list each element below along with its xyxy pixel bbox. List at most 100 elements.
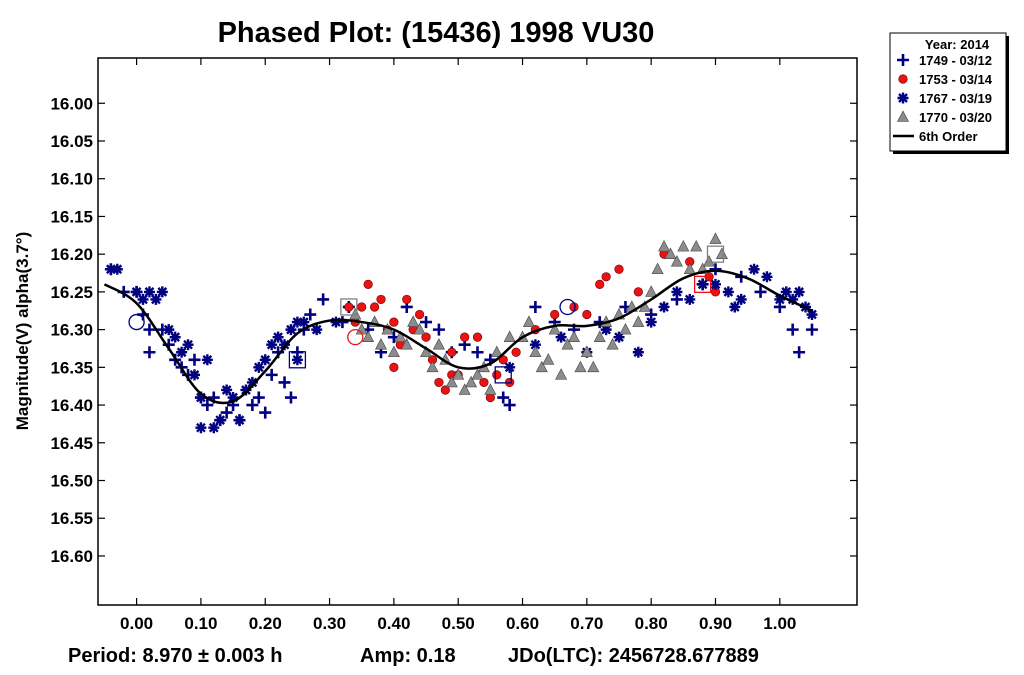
data-point-asterisk xyxy=(529,339,541,351)
data-point-plus xyxy=(143,346,156,359)
data-point-asterisk xyxy=(787,293,799,305)
data-point-asterisk xyxy=(221,384,233,396)
data-point-triangle xyxy=(690,239,703,252)
data-point-asterisk xyxy=(735,293,747,305)
fit-curve-6th-order xyxy=(103,269,813,405)
data-point-plus xyxy=(503,399,516,412)
data-point-asterisk xyxy=(105,263,117,275)
data-point-plus xyxy=(188,353,201,366)
data-point-triangle xyxy=(587,360,600,373)
data-point-triangle xyxy=(715,247,728,259)
data-point-circle xyxy=(389,317,399,327)
data-point-asterisk xyxy=(176,346,188,358)
data-point-asterisk xyxy=(632,346,644,358)
data-point-plus xyxy=(252,391,265,404)
y-tick-label: 16.50 xyxy=(50,472,93,491)
y-tick-label: 16.40 xyxy=(50,396,93,415)
legend-marker-triangle xyxy=(897,110,909,122)
data-point-triangle xyxy=(484,383,497,395)
data-point-triangle xyxy=(407,315,420,327)
data-point-asterisk xyxy=(748,263,760,275)
data-point-triangle xyxy=(465,375,478,388)
y-tick-label: 16.25 xyxy=(50,283,93,302)
data-point-circle xyxy=(511,347,521,357)
data-point-triangle xyxy=(362,330,375,342)
data-point-asterisk xyxy=(246,376,258,388)
data-point-triangle xyxy=(542,353,555,365)
data-point-asterisk xyxy=(234,414,246,426)
open-square-marker xyxy=(693,275,712,293)
data-point-triangle xyxy=(413,322,426,335)
data-point-plus xyxy=(497,391,510,404)
y-tick-label: 16.45 xyxy=(50,434,93,453)
data-point-triangle xyxy=(606,338,619,350)
data-point-asterisk xyxy=(555,331,567,343)
data-point-asterisk xyxy=(729,301,741,313)
data-point-asterisk xyxy=(330,316,342,328)
data-point-asterisk xyxy=(163,324,175,336)
data-point-plus xyxy=(471,346,484,359)
open-square-marker xyxy=(494,366,512,384)
legend-marker-circle xyxy=(898,74,908,84)
data-point-plus xyxy=(786,323,799,336)
data-point-asterisk xyxy=(169,331,181,343)
data-point-circle xyxy=(633,287,643,297)
data-point-circle xyxy=(344,302,354,312)
legend-entry-label: 1767 - 03/19 xyxy=(919,91,992,106)
legend: Year: 2014 1749 - 03/12 1753 - 03/14 1767 … xyxy=(889,32,1009,154)
x-axis: 0.00 0.10 0.20 0.30 0.40 0.50 0.60 0.70 0.80 0.90… xyxy=(120,58,796,633)
data-point-asterisk xyxy=(671,286,683,298)
data-point-triangle xyxy=(593,330,606,342)
data-point-asterisk xyxy=(645,316,657,328)
data-point-circle xyxy=(479,377,489,388)
data-point-circle xyxy=(402,294,412,305)
data-point-plus xyxy=(529,300,542,313)
data-point-triangle xyxy=(522,315,535,327)
data-point-circle xyxy=(369,302,380,312)
data-point-asterisk xyxy=(272,331,284,343)
data-point-triangle xyxy=(632,315,645,327)
data-point-plus xyxy=(259,406,272,419)
open-square-marker xyxy=(288,351,307,369)
legend-title: Year: 2014 xyxy=(925,37,990,52)
data-point-asterisk xyxy=(240,384,252,396)
data-point-asterisk xyxy=(208,422,220,434)
data-point-triangle xyxy=(567,330,580,342)
data-point-triangle xyxy=(445,375,458,388)
y-tick-label: 16.05 xyxy=(50,132,93,151)
x-tick-label: 0.70 xyxy=(570,614,603,633)
data-point-circle xyxy=(582,309,592,320)
data-point-circle xyxy=(550,309,560,320)
x-tick-label: 0.30 xyxy=(313,614,346,633)
data-point-triangle xyxy=(555,368,568,380)
data-point-circle xyxy=(460,332,470,342)
plot-area xyxy=(97,57,858,606)
x-tick-label: 0.90 xyxy=(699,614,732,633)
data-point-triangle xyxy=(580,345,593,358)
data-point-asterisk xyxy=(279,339,291,351)
data-point-asterisk xyxy=(298,316,310,328)
data-point-triangle xyxy=(529,345,542,358)
data-point-asterisk xyxy=(188,369,200,381)
data-point-asterisk xyxy=(291,316,303,328)
data-point-plus xyxy=(246,399,259,412)
data-point-triangle xyxy=(683,262,696,275)
y-tick-label: 16.00 xyxy=(50,94,93,113)
data-point-triangle xyxy=(664,247,677,259)
x-tick-label: 0.60 xyxy=(506,614,539,633)
y-tick-label: 16.20 xyxy=(50,245,93,264)
x-tick-label: 0.00 xyxy=(120,614,153,633)
x-tick-label: 0.40 xyxy=(377,614,410,633)
open-circle-marker xyxy=(128,313,145,331)
period-label: Period: 8.970 ± 0.003 h xyxy=(68,645,282,667)
open-circle-marker xyxy=(559,298,576,316)
data-point-plus xyxy=(201,399,214,412)
data-point-plus xyxy=(793,346,806,359)
data-point-circle xyxy=(601,272,611,282)
y-axis: 16.00 16.05 16.10 16.15 16.20 16.25 16.30 16.35… xyxy=(50,94,857,566)
data-point-plus xyxy=(420,316,433,329)
data-point-triangle xyxy=(651,262,664,275)
data-point-asterisk xyxy=(709,278,721,290)
data-point-triangle xyxy=(426,360,439,373)
data-point-triangle xyxy=(670,255,683,267)
